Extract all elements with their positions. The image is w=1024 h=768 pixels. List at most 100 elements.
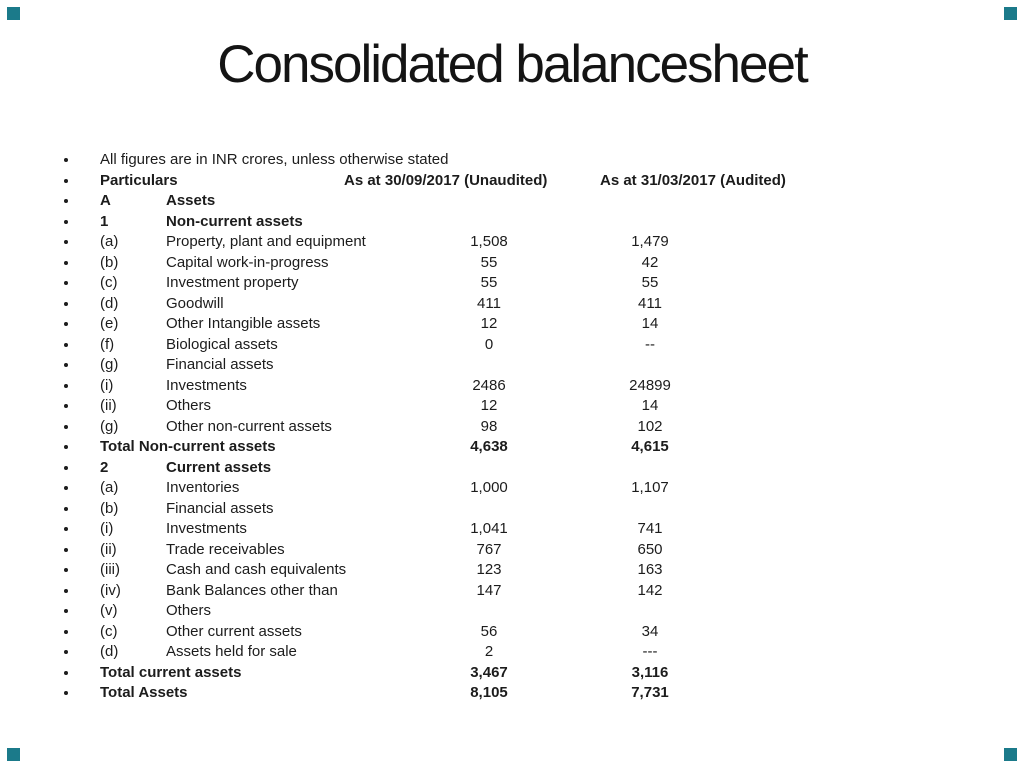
value-unaudited: 55	[480, 253, 498, 271]
row-index-label: (iv)	[100, 581, 121, 599]
table-row: (iv) Bank Balances other than 147 142	[0, 581, 1024, 602]
row-item-label: Other non-current assets	[166, 417, 332, 435]
bullet-icon	[64, 322, 68, 326]
value-unaudited: 55	[480, 274, 498, 291]
table-row: (i) Investments 2486 24899	[0, 376, 1024, 397]
row-index-label: (c)	[100, 274, 118, 291]
bullet-icon	[64, 609, 68, 613]
bullet-icon	[64, 629, 68, 634]
row-item-label: Cash and cash equivalents	[166, 561, 347, 578]
table-row: Total current assets 3,467 3,116	[0, 663, 1024, 684]
row-index-label: (b)	[100, 253, 119, 271]
value-audited: 1,107	[631, 479, 669, 496]
value-unaudited: 8,105	[470, 684, 508, 701]
value-unaudited: 2486	[472, 376, 506, 394]
row-item-label: Non-current assets	[166, 212, 303, 230]
table-row: (d) Assets held for sale 2 ---	[0, 642, 1024, 663]
value-audited: 55	[641, 274, 659, 291]
bullet-icon	[64, 301, 68, 306]
figures-note: All figures are in INR crores, unless ot…	[100, 151, 449, 168]
value-unaudited: 767	[476, 540, 502, 558]
row-item-label: Assets	[166, 192, 216, 209]
bullet-icon	[64, 363, 68, 367]
bullet-icon	[64, 486, 68, 490]
row-index-label: (b)	[100, 499, 119, 517]
value-unaudited: 98	[480, 417, 498, 435]
value-audited: 741	[637, 520, 663, 537]
row-item-label: Investments	[166, 376, 247, 394]
value-audited: 102	[637, 417, 663, 435]
table-row: 1 Non-current assets	[0, 212, 1024, 233]
value-audited: --	[645, 335, 655, 353]
row-item-label: Goodwill	[166, 294, 224, 312]
row-item-label: Financial assets	[166, 356, 274, 373]
table-row: (a) Inventories 1,000 1,107	[0, 478, 1024, 499]
bullet-icon	[64, 568, 68, 572]
bullet-icon	[64, 547, 68, 552]
table-row: (c) Other current assets 56 34	[0, 622, 1024, 643]
table-row: Total Non-current assets 4,638 4,615	[0, 437, 1024, 458]
row-item-label: Assets held for sale	[166, 643, 297, 660]
row-index-label: (e)	[100, 315, 119, 332]
value-audited: 163	[637, 561, 663, 578]
row-item-label: Others	[166, 397, 212, 414]
row-item-label: Trade receivables	[166, 540, 285, 558]
balance-sheet-list: All figures are in INR crores, unless ot…	[0, 150, 1024, 704]
row-index-label: (a)	[100, 479, 119, 496]
value-audited: 1,479	[631, 233, 669, 250]
table-row: Total Assets 8,105 7,731	[0, 683, 1024, 704]
value-audited: 42	[641, 253, 659, 271]
row-item-label: Biological assets	[166, 335, 278, 353]
row-index-label: Total Non-current assets	[100, 438, 276, 455]
row-item-label: Current assets	[166, 458, 272, 476]
row-index-label: 2	[100, 458, 109, 476]
header-unaudited-column: As at 30/09/2017 (Unaudited)	[344, 171, 548, 189]
table-row: (iii) Cash and cash equivalents 123 163	[0, 560, 1024, 581]
value-unaudited: 2	[484, 643, 494, 660]
row-index-label: Total current assets	[100, 663, 242, 681]
row-item-label: Others	[166, 602, 212, 619]
bullet-icon	[64, 465, 68, 470]
table-row: (v) Others	[0, 601, 1024, 622]
value-unaudited: 123	[476, 561, 502, 578]
value-unaudited: 0	[484, 335, 494, 353]
bullet-icon	[64, 527, 68, 531]
bullet-icon	[64, 670, 68, 675]
value-unaudited: 1,508	[470, 233, 508, 250]
row-index-label: 1	[100, 212, 109, 230]
row-item-label: Other Intangible assets	[166, 315, 321, 332]
bullet-icon	[64, 691, 68, 695]
value-unaudited: 3,467	[470, 663, 508, 681]
value-audited: 650	[637, 540, 663, 558]
row-index-label: (a)	[100, 233, 119, 250]
row-index-label: (d)	[100, 643, 119, 660]
corner-mark-top-left	[7, 7, 20, 20]
bullet-icon	[64, 281, 68, 285]
row-item-label: Other current assets	[166, 622, 302, 640]
row-item-label: Capital work-in-progress	[166, 253, 329, 271]
row-item-label: Inventories	[166, 479, 240, 496]
table-row: (i) Investments 1,041 741	[0, 519, 1024, 540]
table-row: (g) Other non-current assets 98 102	[0, 417, 1024, 438]
row-index-label: (ii)	[100, 540, 117, 558]
value-unaudited: 411	[477, 294, 501, 312]
corner-mark-bottom-right	[1004, 748, 1017, 761]
bullet-icon	[64, 342, 68, 347]
row-index-label: (g)	[100, 417, 119, 435]
value-unaudited: 12	[480, 397, 498, 414]
page-title: Consolidated balancesheet	[217, 35, 808, 94]
row-item-label: Bank Balances other than	[166, 581, 338, 599]
bullet-icon	[64, 506, 68, 511]
row-index-label: (iii)	[100, 561, 120, 578]
table-row: (e) Other Intangible assets 12 14	[0, 314, 1024, 335]
bullet-icon	[64, 588, 68, 593]
bullet-icon	[64, 178, 68, 183]
row-item-label: Financial assets	[166, 499, 274, 517]
value-unaudited: 1,000	[470, 479, 508, 496]
row-item-label: Investment property	[166, 274, 299, 291]
value-unaudited: 4,638	[470, 438, 508, 455]
header-audited-column: As at 31/03/2017 (Audited)	[600, 171, 786, 189]
row-index-label: A	[100, 192, 111, 209]
value-audited: 14	[641, 315, 659, 332]
